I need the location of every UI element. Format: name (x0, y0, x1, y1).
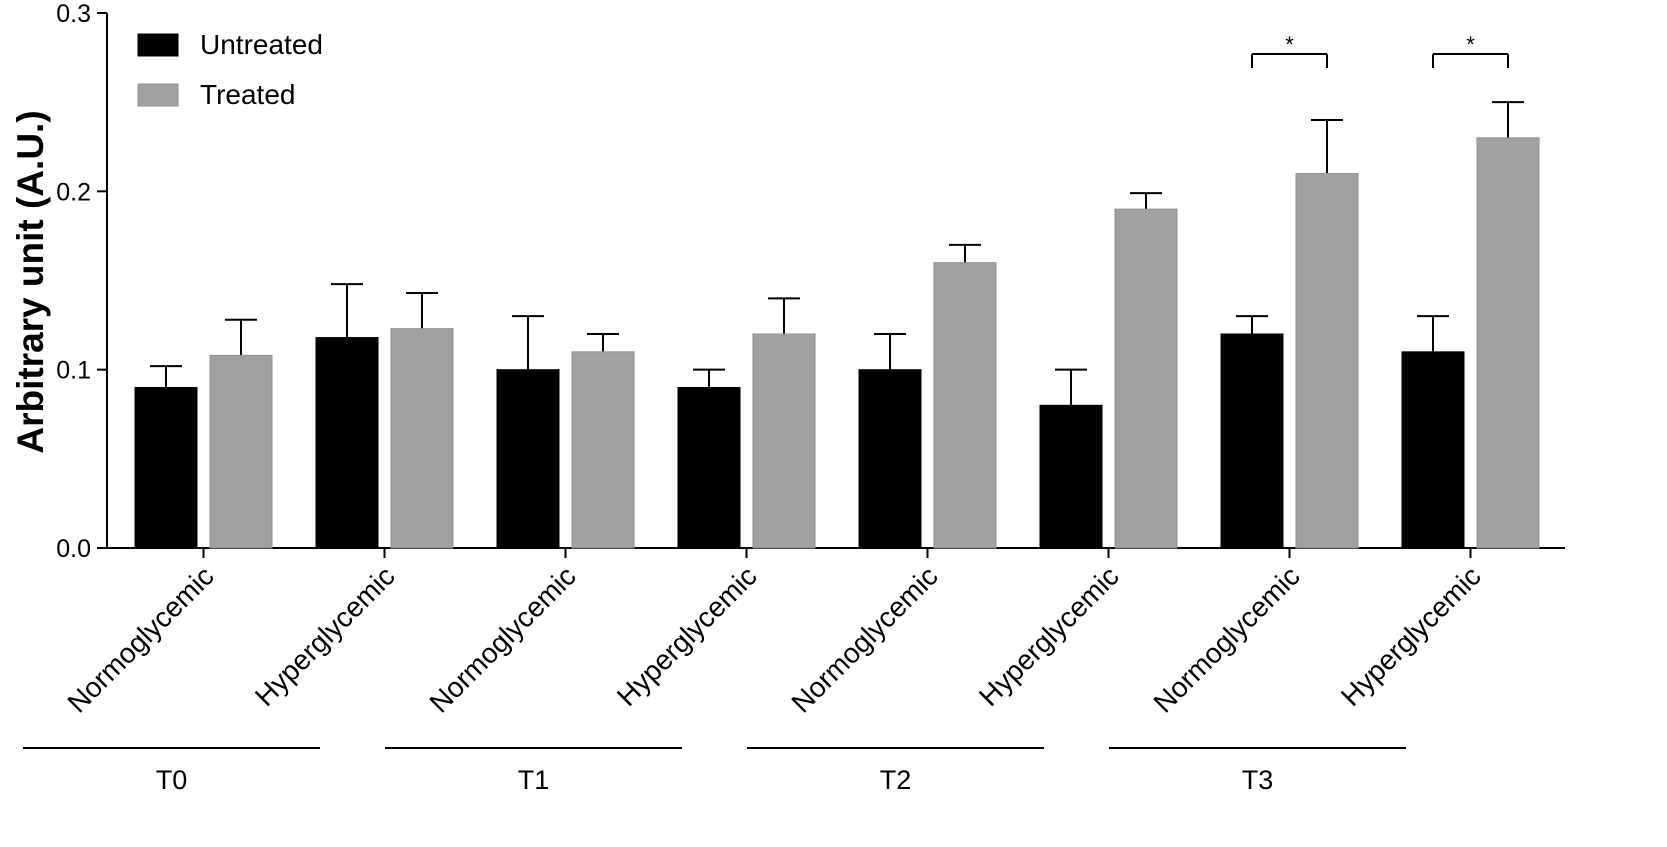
y-tick-label: 0.0 (56, 535, 91, 563)
x-category-label: Hyperglycemic (973, 560, 1125, 712)
legend-label-untreated: Untreated (200, 29, 323, 60)
group-label: T3 (1242, 765, 1274, 795)
bar-treated (390, 328, 454, 549)
bar-untreated (315, 337, 379, 549)
bar-treated (1476, 137, 1540, 549)
bar-untreated (677, 387, 741, 549)
legend-swatch-treated (137, 83, 179, 107)
bar-treated (1114, 208, 1178, 549)
bar-treated (933, 262, 997, 549)
significance-marker: * (1285, 32, 1294, 57)
y-axis-label: Arbitrary unit (A.U.) (10, 110, 51, 453)
x-category-label: Normoglycemic (423, 560, 581, 718)
y-tick-label: 0.3 (56, 0, 91, 28)
bar-treated (752, 333, 816, 549)
x-category-label: Normoglycemic (785, 560, 943, 718)
bar-untreated (496, 369, 560, 549)
x-category-label: Hyperglycemic (611, 560, 763, 712)
legend-label-treated: Treated (200, 79, 295, 110)
bar-untreated (134, 387, 198, 549)
bar-treated (571, 351, 635, 549)
x-category-label: Hyperglycemic (249, 560, 401, 712)
legend-swatch-untreated (137, 33, 179, 57)
group-label: T0 (156, 765, 188, 795)
y-tick-label: 0.1 (56, 357, 91, 385)
x-category-label: Normoglycemic (1147, 560, 1305, 718)
x-category-label: Normoglycemic (61, 560, 219, 718)
significance-marker: * (1466, 32, 1475, 57)
bar-untreated (1220, 333, 1284, 549)
group-label: T2 (880, 765, 912, 795)
bar-treated (1295, 173, 1359, 549)
y-tick-label: 0.2 (56, 178, 91, 206)
bar-treated (209, 354, 273, 549)
bar-untreated (858, 369, 922, 549)
bar-untreated (1039, 404, 1103, 549)
x-category-label: Hyperglycemic (1335, 560, 1487, 712)
bar-untreated (1401, 351, 1465, 549)
group-label: T1 (518, 765, 550, 795)
